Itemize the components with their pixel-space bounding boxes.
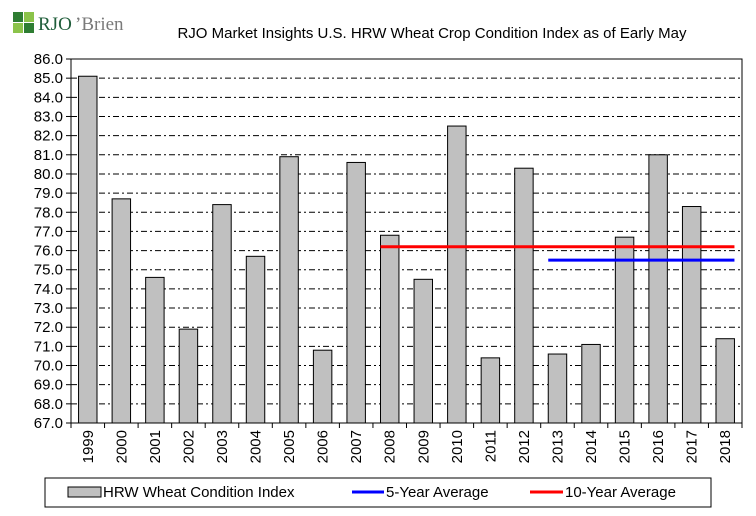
y-tick-label: 68.0	[34, 396, 63, 413]
x-tick-label: 2005	[281, 430, 298, 463]
bar-2013	[547, 353, 568, 424]
x-tick-label: 2010	[449, 430, 466, 463]
legend-label-10yr: 10-Year Average	[565, 484, 676, 501]
bar-2012	[514, 167, 534, 424]
y-tick-label: 86.0	[34, 51, 63, 68]
bar-2015	[614, 236, 635, 424]
y-axis: 67.0 68.0 69.0 70.0 71.0 72.0 73.0 74.0 75.0 76.0…	[34, 51, 71, 432]
bar-2010	[447, 125, 467, 424]
bar-2007	[346, 161, 366, 424]
y-tick-label: 76.0	[34, 243, 63, 260]
y-tick-label: 70.0	[34, 358, 63, 375]
x-tick-label: 2013	[549, 430, 566, 463]
x-axis: 1999 2000 2001 2002 2003 2004 2005 2006 2007 2008…	[70, 423, 743, 463]
y-tick-label: 78.0	[34, 204, 63, 221]
bar-1999	[78, 75, 98, 424]
y-tick-label: 74.0	[34, 281, 63, 298]
legend-swatch-bar	[67, 486, 102, 498]
y-tick-label: 69.0	[34, 377, 63, 394]
bar-2004	[245, 255, 266, 424]
y-tick-label: 85.0	[34, 70, 63, 87]
bar-2005	[279, 156, 299, 424]
legend-label-5yr: 5-Year Average	[386, 484, 489, 501]
y-tick-label: 83.0	[34, 108, 63, 125]
y-tick-label: 77.0	[34, 223, 63, 240]
x-tick-label: 2011	[482, 430, 499, 462]
bar-2018	[715, 338, 735, 424]
x-tick-label: 2000	[113, 430, 130, 463]
y-tick-label: 82.0	[34, 128, 63, 145]
y-tick-label: 72.0	[34, 319, 63, 336]
average-lines	[380, 245, 735, 262]
x-tick-label: 2018	[717, 430, 734, 463]
plot-area	[70, 58, 743, 424]
legend-label-condition-index: HRW Wheat Condition Index	[103, 484, 295, 501]
x-tick-label: 2002	[180, 430, 197, 463]
legend: HRW Wheat Condition Index 5-Year Average…	[44, 477, 712, 508]
y-tick-label: 71.0	[34, 338, 63, 355]
y-tick-label: 75.0	[34, 262, 63, 279]
x-tick-label: 2001	[147, 430, 164, 463]
x-tick-label: 2016	[650, 430, 667, 463]
bars	[78, 75, 735, 424]
x-tick-label: 2009	[415, 430, 432, 463]
bar-2000	[111, 198, 132, 424]
x-tick-label: 1999	[80, 430, 97, 463]
x-tick-label: 2014	[583, 430, 600, 463]
bar-2011	[480, 357, 501, 424]
x-tick-label: 2012	[516, 430, 533, 463]
x-tick-label: 2008	[382, 430, 399, 463]
x-tick-label: 2003	[214, 430, 231, 463]
brand-mark-icon	[13, 12, 34, 33]
bar-2014	[581, 343, 601, 424]
y-tick-label: 79.0	[34, 185, 63, 202]
bar-2001	[145, 276, 165, 424]
bar-2006	[312, 349, 333, 424]
bar-2002	[178, 328, 199, 424]
x-tick-label: 2015	[617, 430, 634, 463]
y-tick-label: 67.0	[34, 415, 63, 432]
y-tick-label: 73.0	[34, 300, 63, 317]
x-tick-label: 2017	[684, 430, 701, 463]
bar-2003	[212, 204, 232, 424]
x-tick-label: 2006	[315, 430, 332, 463]
x-tick-label: 2007	[348, 430, 365, 463]
bar-2009	[413, 278, 434, 424]
bar-2008	[379, 234, 400, 424]
brand-name-secondary: ’Brien	[75, 14, 124, 35]
bar-2017	[681, 206, 702, 424]
x-tick-label: 2004	[248, 430, 265, 463]
brand-logo: RJO ’Brien	[13, 12, 124, 35]
brand-name-primary: RJO	[38, 14, 72, 35]
chart-title: RJO Market Insights U.S. HRW Wheat Crop …	[177, 25, 687, 42]
y-tick-label: 80.0	[34, 166, 63, 183]
bar-2016	[648, 154, 668, 424]
y-tick-label: 81.0	[34, 147, 63, 164]
y-tick-label: 84.0	[34, 89, 63, 106]
